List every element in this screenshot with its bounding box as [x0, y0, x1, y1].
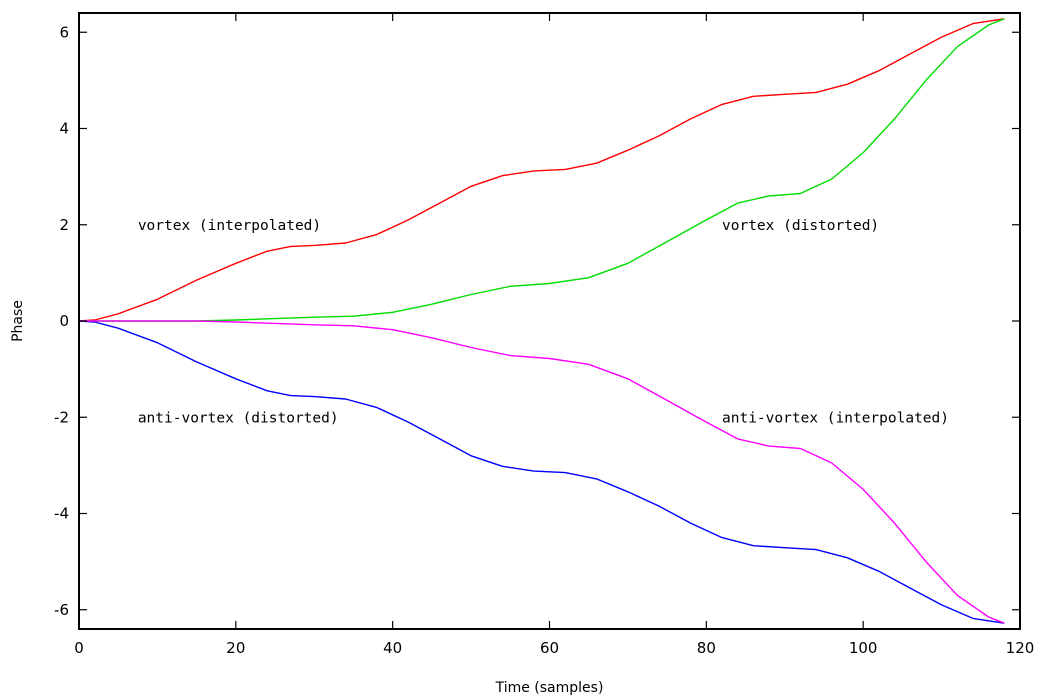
- series-line-3: [79, 320, 1005, 624]
- series-line-0: [78, 18, 1005, 322]
- annotation-label: vortex (distorted): [722, 218, 879, 234]
- annotation-label: anti-vortex (distorted): [138, 410, 339, 426]
- x-tick-label: 40: [383, 639, 402, 657]
- x-tick-label: 0: [74, 639, 84, 657]
- y-tick-label: 4: [59, 120, 69, 138]
- series-line-1: [79, 18, 1005, 322]
- x-tick-label: 100: [849, 639, 878, 657]
- ticks-layer: 0 20 40 60 80 100 120 -6 -4 -2 0 2 4 6: [54, 13, 1034, 657]
- y-tick-label: -6: [54, 601, 69, 619]
- y-tick-label: 0: [59, 312, 69, 330]
- y-tick-label: -2: [54, 408, 69, 426]
- y-axis-title: Phase: [10, 300, 26, 342]
- series-layer: [78, 18, 1005, 624]
- y-tick-label: -4: [54, 505, 69, 523]
- x-tick-label: 20: [226, 639, 245, 657]
- series-line-2: [78, 320, 1005, 624]
- x-tick-label: 120: [1006, 639, 1035, 657]
- y-tick-label: 6: [59, 23, 69, 41]
- y-tick-label: 2: [59, 216, 69, 234]
- annotation-layer: vortex (interpolated) vortex (distorted) a…: [138, 218, 949, 427]
- x-tick-label: 80: [697, 639, 716, 657]
- x-axis-title: Time (samples): [495, 680, 604, 696]
- x-tick-label: 60: [540, 639, 559, 657]
- annotation-label: vortex (interpolated): [138, 218, 321, 234]
- annotation-label: anti-vortex (interpolated): [722, 410, 949, 426]
